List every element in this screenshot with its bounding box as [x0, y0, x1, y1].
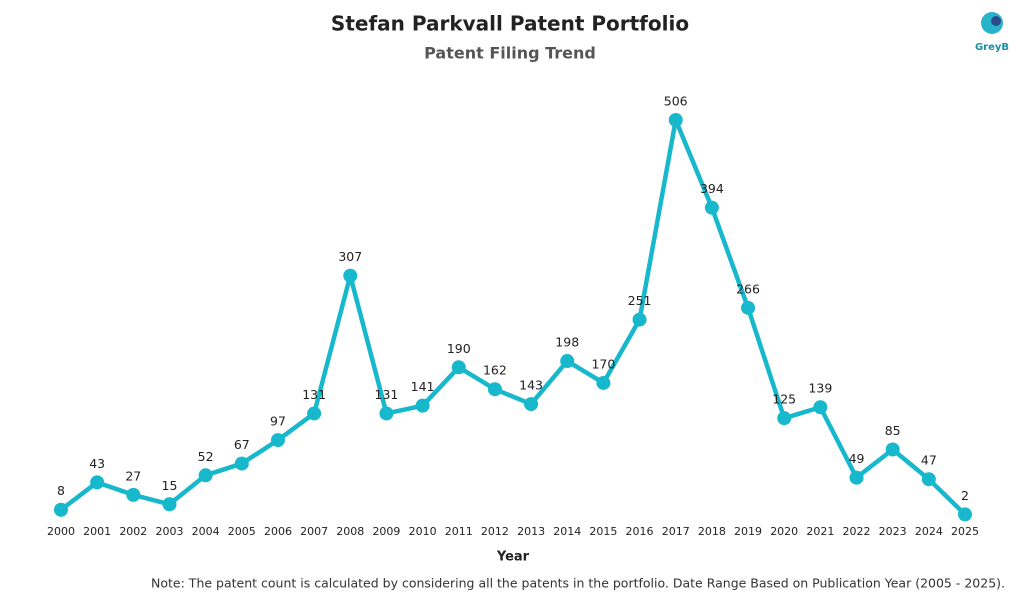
- logo-icon-inner: [991, 16, 1001, 26]
- data-label: 143: [519, 378, 543, 393]
- x-tick-label: 2016: [626, 525, 654, 538]
- data-label: 131: [302, 387, 326, 402]
- chart-subtitle: Patent Filing Trend: [424, 44, 596, 63]
- x-tick-label: 2004: [192, 525, 220, 538]
- x-tick-label: 2015: [589, 525, 617, 538]
- data-label: 198: [555, 335, 579, 350]
- data-point: [741, 301, 755, 315]
- data-label: 27: [125, 468, 141, 483]
- data-label: 97: [270, 414, 286, 429]
- data-label: 47: [921, 453, 937, 468]
- x-tick-label: 2005: [228, 525, 256, 538]
- x-tick-label: 2018: [698, 525, 726, 538]
- data-point: [379, 406, 393, 420]
- footnote: Note: The patent count is calculated by …: [151, 576, 1005, 591]
- x-tick-label: 2013: [517, 525, 545, 538]
- data-label: 85: [885, 423, 901, 438]
- data-label: 394: [700, 181, 724, 196]
- x-tick-label: 2021: [806, 525, 834, 538]
- data-point: [560, 354, 574, 368]
- data-label: 15: [162, 478, 178, 493]
- data-label: 506: [664, 94, 688, 109]
- series-line: [61, 120, 965, 514]
- data-point: [813, 400, 827, 414]
- data-point: [596, 376, 610, 390]
- x-tick-label: 2003: [155, 525, 183, 538]
- x-tick-label: 2008: [336, 525, 364, 538]
- data-point: [126, 488, 140, 502]
- data-point: [162, 497, 176, 511]
- data-point: [669, 113, 683, 127]
- data-label: 8: [57, 483, 65, 498]
- x-tick-label: 2022: [843, 525, 871, 538]
- logo: GreyB: [975, 12, 1009, 53]
- x-tick-label: 2020: [770, 525, 798, 538]
- data-point: [777, 411, 791, 425]
- data-point: [922, 472, 936, 486]
- data-point: [271, 433, 285, 447]
- data-point: [958, 507, 972, 521]
- x-tick-label: 2001: [83, 525, 111, 538]
- data-point: [705, 201, 719, 215]
- data-point: [633, 313, 647, 327]
- x-tick-label: 2019: [734, 525, 762, 538]
- data-point: [235, 457, 249, 471]
- data-label: 251: [628, 293, 652, 308]
- x-tick-label: 2017: [662, 525, 690, 538]
- x-tick-label: 2007: [300, 525, 328, 538]
- data-point: [90, 475, 104, 489]
- x-tick-label: 2002: [119, 525, 147, 538]
- data-label: 52: [198, 449, 214, 464]
- data-point: [307, 406, 321, 420]
- data-label: 43: [89, 456, 105, 471]
- data-point: [886, 442, 900, 456]
- data-point: [343, 269, 357, 283]
- data-label: 162: [483, 363, 507, 378]
- data-label: 170: [591, 356, 615, 371]
- data-label: 139: [808, 381, 832, 396]
- data-label: 190: [447, 341, 471, 356]
- data-point: [416, 399, 430, 413]
- x-tick-label: 2023: [879, 525, 907, 538]
- data-label: 266: [736, 281, 760, 296]
- data-label: 67: [234, 437, 250, 452]
- data-point: [452, 360, 466, 374]
- x-tick-label: 2011: [445, 525, 473, 538]
- chart-title: Stefan Parkvall Patent Portfolio: [331, 12, 689, 36]
- data-point: [199, 468, 213, 482]
- data-label: 131: [375, 387, 399, 402]
- x-tick-label: 2009: [372, 525, 400, 538]
- logo-text: GreyB: [975, 42, 1009, 53]
- x-tick-label: 2010: [409, 525, 437, 538]
- data-label: 141: [411, 379, 435, 394]
- x-axis-label: Year: [496, 550, 530, 565]
- x-tick-label: 2000: [47, 525, 75, 538]
- data-label: 2: [961, 488, 969, 503]
- data-point: [54, 503, 68, 517]
- x-tick-label: 2012: [481, 525, 509, 538]
- data-label: 125: [772, 392, 796, 407]
- data-point: [850, 471, 864, 485]
- data-label: 307: [338, 249, 362, 264]
- x-tick-label: 2014: [553, 525, 581, 538]
- x-tick-label: 2024: [915, 525, 943, 538]
- x-tick-label: 2006: [264, 525, 292, 538]
- data-point: [488, 382, 502, 396]
- data-label: 49: [849, 451, 865, 466]
- data-point: [524, 397, 538, 411]
- x-tick-label: 2025: [951, 525, 979, 538]
